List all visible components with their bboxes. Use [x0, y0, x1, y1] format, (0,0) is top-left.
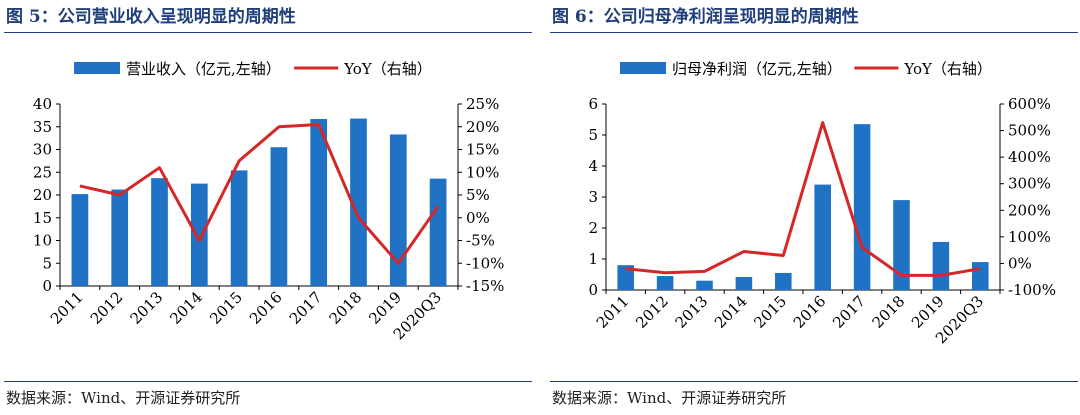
figure-6-panel: 图 6：公司归母净利润呈现明显的周期性 归母净利润（亿元,左轴） YoY（右轴） 0… — [550, 0, 1078, 415]
yoy-line — [79, 123, 440, 265]
figure-5-panel: 图 5：公司营业收入呈现明显的周期性 营业收入（亿元,左轴） YoY（右轴） 0 5 1… — [4, 0, 532, 415]
bar-2014 — [190, 183, 208, 286]
bar-2014 — [735, 276, 753, 290]
legend: 归母净利润（亿元,左轴） YoY（右轴） — [620, 60, 992, 78]
left-tick-label: 5 — [588, 126, 598, 144]
left-tick-label: 5 — [42, 254, 52, 272]
bar-2018 — [893, 200, 910, 290]
right-tick-label: -15% — [466, 277, 504, 295]
left-tick-label: 6 — [588, 95, 598, 113]
x-tick-label: 2011 — [593, 292, 633, 332]
right-tick-label: -10% — [466, 254, 504, 272]
x-tick-label: 2014 — [711, 292, 751, 332]
x-tick-label: 2016 — [246, 288, 286, 328]
x-tick-label: 2015 — [206, 288, 246, 328]
right-tick-label: 15% — [466, 141, 499, 159]
bar-2011 — [617, 265, 634, 290]
bar-2016 — [270, 147, 288, 286]
line-series — [79, 123, 440, 265]
x-axis-labels: 2011 2012 2013 2014 2015 2016 2017 2018 20192020… — [593, 290, 1001, 347]
bar-2019 — [389, 134, 407, 286]
x-tick-label: 2012 — [632, 292, 672, 332]
right-tick-label: 0% — [1008, 254, 1032, 272]
figure-6-source: 数据来源：Wind、开源证券研究所 — [552, 389, 787, 407]
left-tick-label: 0 — [42, 277, 52, 295]
left-tick-label: 25 — [33, 163, 52, 181]
x-tick-label: 2018 — [326, 288, 366, 328]
figure-5-source: 数据来源：Wind、开源证券研究所 — [6, 389, 241, 407]
right-tick-label: 5% — [466, 186, 490, 204]
left-tick-label: 3 — [588, 188, 598, 206]
bar-2017 — [853, 124, 871, 291]
left-tick-label: 2 — [588, 219, 598, 237]
left-tick-label: 30 — [33, 141, 52, 159]
legend: 营业收入（亿元,左轴） YoY（右轴） — [74, 60, 432, 78]
figure-6-title: 图 6：公司归母净利润呈现明显的周期性 — [552, 7, 859, 27]
left-tick-label: 0 — [588, 281, 598, 299]
left-tick-label: 1 — [588, 250, 598, 268]
x-tick-label: 2017 — [829, 292, 869, 332]
x-tick-label: 2012 — [87, 288, 127, 328]
x-tick-label: 2011 — [47, 288, 87, 328]
x-tick-label: 2015 — [750, 292, 790, 332]
bar-2020Q3 — [429, 178, 447, 286]
right-tick-label: 300% — [1008, 175, 1051, 193]
x-tick-label: 2013 — [672, 292, 712, 332]
figure-6-chart: 归母净利润（亿元,左轴） YoY（右轴） 0 1 2 3 4 5 6 -100% 0% 100% 200… — [588, 60, 1056, 347]
left-tick-label: 40 — [33, 95, 52, 113]
bar-2013 — [151, 178, 168, 286]
bar-2017 — [310, 119, 328, 286]
left-tick-label: 35 — [33, 118, 52, 136]
right-tick-label: 10% — [466, 163, 499, 181]
figure-5-top-rule — [4, 32, 532, 33]
left-tick-label: 10 — [33, 232, 52, 250]
legend-bar-swatch — [74, 62, 120, 74]
right-tick-label: 200% — [1008, 201, 1051, 219]
right-tick-label: 100% — [1008, 228, 1051, 246]
bar-2019 — [932, 241, 950, 290]
yoy-line — [625, 121, 981, 277]
bar-2015 — [775, 272, 792, 290]
x-tick-label: 2013 — [127, 288, 167, 328]
bar-2018 — [350, 118, 367, 286]
bar-2013 — [696, 280, 713, 290]
right-tick-label: 20% — [466, 118, 499, 136]
x-tick-label: 2014 — [166, 288, 206, 328]
bar-2016 — [814, 184, 831, 290]
x-tick-label: 2018 — [869, 292, 909, 332]
bar-series — [617, 124, 989, 291]
right-tick-label: 400% — [1008, 148, 1051, 166]
bar-2015 — [230, 170, 248, 286]
figure-5-chart: 营业收入（亿元,左轴） YoY（右轴） 0 5 10 15 20 25 30 35 40 -15% -1… — [33, 60, 505, 343]
left-tick-label: 4 — [588, 157, 598, 175]
line-series — [625, 121, 981, 277]
figure-6-bottom-rule — [550, 381, 1078, 382]
right-tick-label: 500% — [1008, 122, 1051, 140]
bar-series — [71, 118, 447, 286]
right-tick-label: -5% — [466, 232, 495, 250]
right-tick-label: 0% — [466, 209, 490, 227]
x-axis-labels: 2011 2012 2013 2014 2015 2016 2017 2018 20192020… — [47, 286, 459, 343]
legend-bar-label: 营业收入（亿元,左轴） — [126, 60, 281, 78]
left-tick-label: 20 — [33, 186, 52, 204]
x-tick-label: 2016 — [790, 292, 830, 332]
legend-bar-swatch — [620, 62, 666, 74]
bar-2012 — [656, 276, 674, 290]
bar-2011 — [71, 194, 89, 286]
axes: 0 5 10 15 20 25 30 35 40 -15% -10% -5% 0% 5% 10% 15% 20%… — [33, 95, 505, 295]
legend-bar-label: 归母净利润（亿元,左轴） — [672, 60, 842, 78]
legend-line-label: YoY（右轴） — [903, 60, 992, 78]
figure-5-title: 图 5：公司营业收入呈现明显的周期性 — [6, 7, 296, 27]
legend-line-label: YoY（右轴） — [343, 60, 432, 78]
figure-5-bottom-rule — [4, 381, 532, 382]
figure-6-top-rule — [550, 32, 1078, 33]
axes: 0 1 2 3 4 5 6 -100% 0% 100% 200% 300% 400% 500% 600% — [588, 95, 1056, 299]
left-tick-label: 15 — [33, 209, 52, 227]
right-tick-label: -100% — [1008, 281, 1056, 299]
right-tick-label: 25% — [466, 95, 499, 113]
bar-2012 — [111, 189, 129, 286]
x-tick-label: 2017 — [286, 288, 326, 328]
bar-2020Q3 — [972, 262, 989, 290]
right-tick-label: 600% — [1008, 95, 1051, 113]
